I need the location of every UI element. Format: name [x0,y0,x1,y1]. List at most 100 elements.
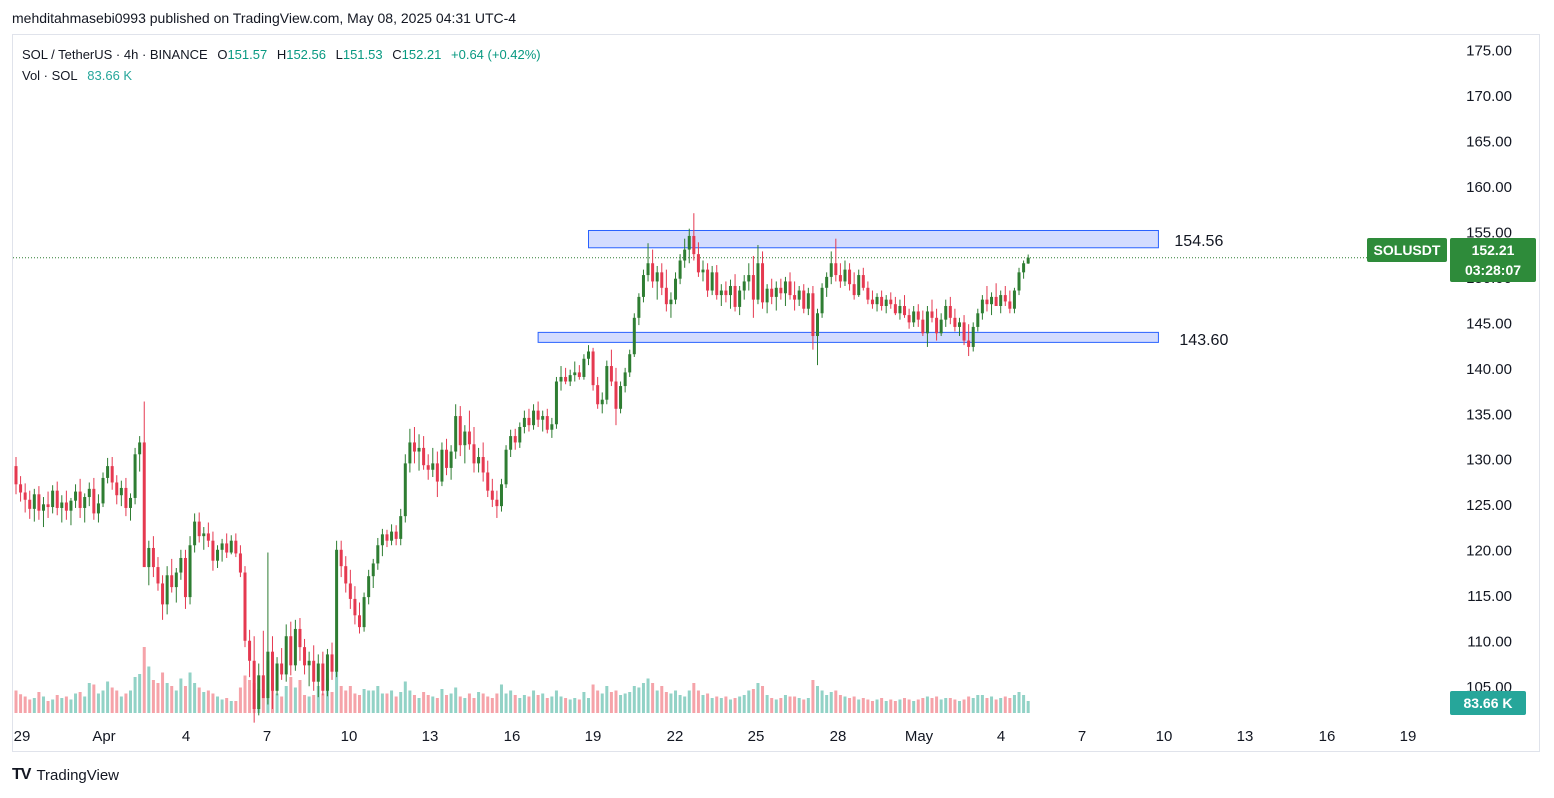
time-axis-label: 10 [341,728,358,745]
volume-label[interactable]: Vol · SOL [22,68,78,83]
volume-bar [179,678,183,713]
candle-body [156,567,160,584]
candle-body [64,502,68,511]
candle-body [532,410,536,426]
candle-body [944,305,948,320]
candle-body [985,299,989,305]
volume-bar [774,699,778,713]
volume-bar [884,701,888,713]
volume-bar [742,695,746,713]
zone-rectangle[interactable] [588,229,1159,249]
candle-body [870,299,874,305]
candle-body [307,660,311,666]
candle-body [394,531,398,539]
candle-body [728,285,732,296]
volume-bar [939,699,943,713]
candle-body [1003,295,1007,302]
candle-body [133,454,137,498]
volume-bar [243,675,247,713]
high-label: H [276,47,287,62]
volume-bar [559,696,563,713]
candle-body [161,583,165,605]
candle-body [303,647,307,666]
candle-body [19,484,23,493]
candle-body [765,288,769,303]
candle-body [536,410,540,420]
volume-bar [142,647,146,713]
candle-body [834,263,838,276]
candle-body [990,296,994,305]
volume-bar [518,698,522,713]
volume-bar [857,699,861,713]
candle-body [252,660,256,709]
candle-body [330,654,334,672]
candle-body [110,466,114,483]
time-axis-label: May [905,728,934,745]
candle-body [884,299,888,306]
candle-body [147,547,151,568]
candle-body [220,543,224,550]
volume-bar [587,698,590,713]
volume-bar [609,692,613,713]
volume-bar [499,684,503,713]
price-axis-label: 140.00 [1466,361,1512,378]
candle-body [889,299,893,305]
candle-body [550,424,554,430]
volume-bar [316,686,320,713]
volume-bar [14,690,18,713]
volume-bar [1008,698,1012,713]
volume-bar [605,686,609,713]
open-label: O [217,47,228,62]
volume-bar [353,693,357,713]
volume-bar [545,698,549,713]
time-axis-label: 16 [1319,728,1336,745]
candle-body [660,272,664,288]
time-axis-label: 4 [182,728,190,745]
candle-body [37,494,41,511]
candle-body [779,287,783,294]
volume-bar [829,692,833,713]
candle-body [435,463,439,482]
candle-body [692,235,696,255]
volume-bar [715,696,719,713]
candle-body [115,482,119,496]
volume-bar [124,693,128,713]
volume-bar [426,695,430,713]
candle-body [490,490,494,500]
candle-body [664,287,668,305]
volume-bar [110,687,114,713]
volume-bar [861,698,865,713]
candle-body [216,549,220,561]
candle-body [509,436,513,450]
volume-bar [422,692,426,713]
candle-body [371,563,375,577]
ohlc-row: SOL / TetherUS · 4h · BINANCE O151.57 H1… [22,44,547,65]
volume-bar [880,698,884,713]
candle-body [903,305,907,316]
candle-body [738,290,742,307]
symbol-label[interactable]: SOL / TetherUS · 4h · BINANCE [22,47,208,62]
candle-body [756,263,760,300]
price-axis-label: 130.00 [1466,452,1512,469]
volume-bar [985,698,989,713]
volume-bar [51,699,55,713]
candle-body [362,597,366,628]
volume-bar [852,696,856,713]
candle-body [802,290,806,309]
candle-body [957,322,961,327]
price-axis-label: 110.00 [1467,634,1512,651]
candle-body [422,447,426,466]
volume-bar [115,690,119,713]
zone-rectangle[interactable] [537,331,1159,343]
candle-body [238,553,242,573]
volume-bar [440,689,444,713]
volume-bar [788,696,792,713]
volume-bar [161,672,165,713]
volume-bar [385,693,389,713]
candle-body [866,287,870,300]
candle-body [582,358,586,377]
candle-body [783,281,787,294]
tradingview-logo[interactable]: TV TradingView [12,766,119,784]
volume-tag: 83.66 K [1450,691,1526,715]
